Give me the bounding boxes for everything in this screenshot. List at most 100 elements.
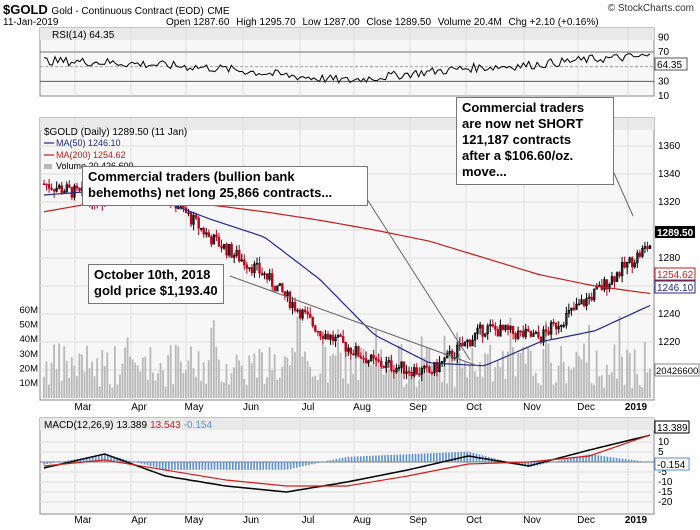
candle-body [633,262,636,268]
macd-hist-bar [49,462,51,464]
volume-bar [479,361,481,398]
candle-body [189,212,193,225]
rsi-fill [318,81,367,83]
candle-body [537,331,540,338]
macd-hist-bar [621,458,624,462]
macd-hist-bar [426,453,429,462]
quote-close: Close 1289.50 [366,17,432,28]
volume-bar [481,376,484,398]
candle-body [205,232,208,235]
macd-hist-bar [566,458,569,462]
volume-bar [121,363,124,398]
rsi-tick-label: 90 [658,32,670,43]
macd-hist-bar [344,457,347,462]
candle-body [60,185,63,193]
candle-body [603,279,606,290]
volume-bar [539,385,542,398]
candle-body [359,356,363,359]
volume-bar [491,381,494,398]
volume-bar [220,381,223,398]
candle-body [562,324,565,327]
volume-bar [529,350,532,398]
candle-body [623,262,626,268]
macd-hist-bar [646,461,648,463]
price-tick-label: 1280 [658,253,681,264]
volume-tick-label: 40M [20,334,39,345]
candle-body [643,246,647,249]
macd-hist-bar [393,454,396,462]
candle-body [75,185,79,189]
candle-body [276,285,279,292]
macd-tick-label: -10 [658,477,673,488]
macd-hist-bar [158,462,161,469]
candle-body [367,360,370,364]
candle-body [349,347,353,355]
month-label: Dec [577,402,595,413]
volume-bar [489,344,492,398]
macd-hist-bar [265,462,268,470]
volume-bar [572,367,575,398]
macd-tick-label: 5 [658,447,664,458]
macd-hist-bar [314,462,316,464]
volume-bar [430,364,433,398]
volume-bar [311,376,314,398]
volume-bar [466,377,469,398]
macd-hist-bar [116,457,118,462]
macd-hist-bar [152,462,155,467]
volume-bar [560,346,563,398]
candle-body [334,336,337,342]
month-label: Jun [243,515,259,526]
macd-hist-bar [637,460,639,462]
volume-bar [494,367,497,398]
volume-bar [550,362,552,398]
volume-bar [359,347,362,398]
volume-bar [354,353,357,398]
volume-bar [134,363,137,398]
volume-bar [547,343,550,398]
volume-bar [273,354,276,398]
volume-bar [575,351,578,398]
volume-bar [527,347,530,398]
macd-hist-bar [530,462,533,467]
macd-hist-bar [585,454,587,462]
candle-body [451,350,454,359]
candle-body [222,243,226,249]
candle-body [590,296,593,301]
volume-bar [631,387,634,398]
volume-bar [283,356,286,398]
volume-bar [210,327,213,398]
candle-body [605,279,609,290]
macd-hist-bar [256,462,258,470]
price-tick-label: 1320 [658,197,681,208]
macd-hist-bar [198,462,201,470]
macd-hist-bar [381,455,383,462]
volume-bar [608,374,611,398]
macd-hist-bar [213,462,216,470]
candle-body [326,333,330,340]
candle-body [496,329,500,337]
macd-hist-bar [414,453,417,462]
candle-body [615,272,619,282]
candle-body [78,187,81,191]
candle-body [613,276,616,282]
macd-hist-bar [55,462,57,463]
candle-body [428,366,431,373]
macd-hist-bar [210,462,213,470]
macd-tick-label: -20 [658,497,673,508]
month-label: Aug [353,515,371,526]
macd-hist-bar [436,452,438,462]
macd-hist-bar [298,462,301,467]
month-label: Aug [353,402,371,413]
volume-bar [73,365,76,398]
volume-bar [337,329,339,398]
macd-hist-bar [64,460,67,462]
volume-bar [200,380,203,398]
volume-bar [509,317,512,398]
candle-body [648,245,652,249]
candle-body [385,361,388,368]
macd-hist-bar [579,456,581,462]
volume-bar [613,344,616,398]
macd-hist-bar [46,462,48,465]
callout-commercial-short-line-5: move... [462,164,507,179]
volume-bar [387,369,390,398]
